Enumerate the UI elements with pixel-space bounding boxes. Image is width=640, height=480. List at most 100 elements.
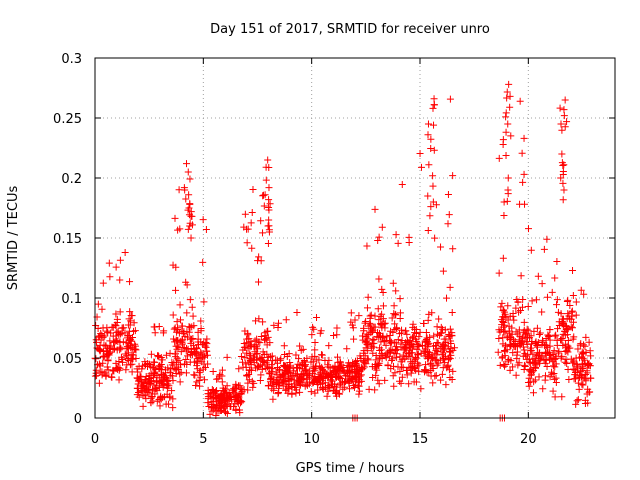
data-point bbox=[520, 318, 528, 326]
data-point bbox=[377, 346, 385, 354]
data-point bbox=[270, 386, 278, 394]
data-point bbox=[502, 314, 510, 322]
data-point bbox=[505, 329, 513, 337]
data-point bbox=[225, 389, 233, 397]
data-point bbox=[512, 371, 520, 379]
chart-title: Day 151 of 2017, SRMTID for receiver unr… bbox=[210, 22, 490, 37]
data-point bbox=[155, 353, 163, 361]
data-point bbox=[362, 317, 370, 325]
data-point bbox=[199, 216, 207, 224]
data-point bbox=[264, 222, 272, 230]
data-point bbox=[115, 366, 123, 374]
axis-ticks bbox=[94, 57, 615, 419]
data-point bbox=[150, 358, 158, 366]
data-point bbox=[169, 261, 177, 269]
data-point bbox=[182, 347, 190, 355]
data-point bbox=[159, 329, 167, 337]
data-point bbox=[583, 367, 591, 375]
data-point bbox=[429, 379, 437, 387]
data-point bbox=[374, 376, 382, 384]
data-point bbox=[554, 308, 562, 316]
data-point bbox=[197, 317, 205, 325]
data-point bbox=[381, 324, 389, 332]
data-point bbox=[134, 380, 142, 388]
data-point bbox=[243, 349, 251, 357]
data-point bbox=[506, 92, 514, 100]
data-point bbox=[247, 338, 255, 346]
data-point bbox=[198, 350, 206, 358]
data-point bbox=[186, 200, 194, 208]
data-point bbox=[212, 402, 220, 410]
data-point bbox=[347, 318, 355, 326]
data-point bbox=[94, 344, 102, 352]
data-point bbox=[215, 407, 223, 415]
data-point bbox=[237, 352, 245, 360]
data-point bbox=[446, 283, 454, 291]
data-point bbox=[246, 355, 254, 363]
data-point bbox=[509, 349, 517, 357]
data-point bbox=[405, 380, 413, 388]
data-point bbox=[502, 113, 510, 121]
data-point bbox=[182, 356, 190, 364]
data-point bbox=[414, 350, 422, 358]
data-point bbox=[558, 393, 566, 401]
data-point bbox=[286, 358, 294, 366]
data-point bbox=[323, 392, 331, 400]
data-point bbox=[221, 385, 229, 393]
data-point bbox=[196, 382, 204, 390]
data-point bbox=[569, 318, 577, 326]
y-axis-label: SRMTID / TECUs bbox=[6, 186, 21, 291]
data-point bbox=[402, 349, 410, 357]
data-point bbox=[563, 298, 571, 306]
data-point bbox=[141, 376, 149, 384]
data-point bbox=[169, 395, 177, 403]
data-point bbox=[251, 353, 259, 361]
data-point bbox=[262, 163, 270, 171]
data-point bbox=[548, 288, 556, 296]
data-point bbox=[355, 387, 363, 395]
data-point bbox=[442, 335, 450, 343]
data-point bbox=[448, 308, 456, 316]
data-point bbox=[218, 366, 226, 374]
data-point bbox=[235, 365, 243, 373]
data-point bbox=[519, 296, 527, 304]
data-point bbox=[174, 342, 182, 350]
data-point bbox=[430, 146, 438, 154]
data-point bbox=[572, 298, 580, 306]
data-point bbox=[176, 378, 184, 386]
data-point bbox=[409, 323, 417, 331]
data-point bbox=[189, 312, 197, 320]
y-tick-labels: 0 0.05 0.1 0.15 0.2 0.25 0.3 bbox=[53, 52, 82, 427]
data-point bbox=[117, 353, 125, 361]
data-point bbox=[526, 346, 534, 354]
data-point bbox=[383, 333, 391, 341]
data-point bbox=[267, 353, 275, 361]
data-point bbox=[516, 200, 524, 208]
data-point bbox=[106, 337, 114, 345]
data-point bbox=[155, 382, 163, 390]
data-point bbox=[565, 375, 573, 383]
data-point bbox=[524, 302, 532, 310]
data-point bbox=[390, 310, 398, 318]
data-point bbox=[192, 382, 200, 390]
data-point bbox=[507, 357, 515, 365]
data-point bbox=[146, 375, 154, 383]
data-point bbox=[186, 175, 194, 183]
y-tick-label: 0.2 bbox=[61, 172, 82, 187]
data-point bbox=[505, 80, 513, 88]
data-point bbox=[577, 286, 585, 294]
data-point bbox=[557, 174, 565, 182]
data-point bbox=[518, 303, 526, 311]
data-point bbox=[319, 375, 327, 383]
data-point bbox=[429, 354, 437, 362]
data-point bbox=[311, 389, 319, 397]
data-point bbox=[368, 326, 376, 334]
data-point bbox=[519, 352, 527, 360]
data-point bbox=[449, 172, 457, 180]
data-point bbox=[268, 361, 276, 369]
data-point bbox=[414, 359, 422, 367]
data-point bbox=[145, 379, 153, 387]
data-point bbox=[368, 363, 376, 371]
data-point bbox=[514, 298, 522, 306]
data-point bbox=[264, 333, 272, 341]
